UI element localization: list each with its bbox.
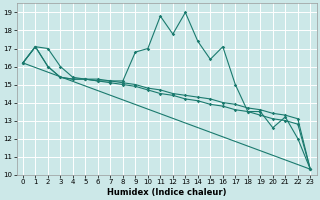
X-axis label: Humidex (Indice chaleur): Humidex (Indice chaleur) — [107, 188, 226, 197]
